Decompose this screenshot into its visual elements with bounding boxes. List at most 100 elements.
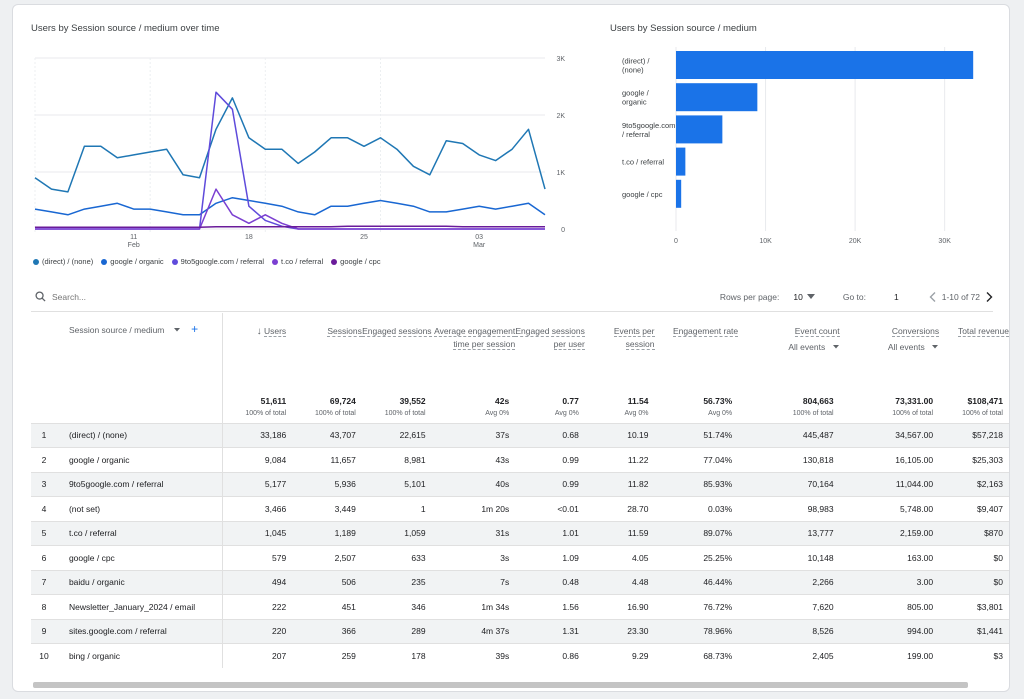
table-cell: 3,466 <box>264 503 287 514</box>
table-row[interactable]: 3 9to5google.com / referral 5,177 5,936 5,10… <box>31 472 1009 497</box>
category-label: google / cpc <box>622 190 663 199</box>
table-cell: 5,101 <box>361 472 432 497</box>
table-cell: 11,044.00 <box>839 472 940 497</box>
table-cell: 1.09 <box>562 552 579 563</box>
column-header-engagement-rate[interactable]: Engagement rate <box>655 313 739 378</box>
total-cell: 51,611 100% of total <box>222 378 292 423</box>
table-cell: 346 <box>411 601 426 612</box>
legend-item[interactable]: 9to5google.com / referral <box>171 257 264 266</box>
line-series[interactable] <box>34 196 546 216</box>
horizontal-scrollbar[interactable] <box>33 682 968 688</box>
dropdown-arrow-icon <box>832 345 839 349</box>
total-value: 73,331.00 <box>895 395 934 406</box>
search-input[interactable] <box>52 291 172 302</box>
total-subtext: 100% of total <box>315 409 356 417</box>
column-header-label: Event count <box>794 326 840 337</box>
column-header-label: Average engagement time per session <box>434 326 516 350</box>
table-cell: 76.72% <box>703 601 733 612</box>
table-cell: 1.31 <box>515 619 585 644</box>
y-tick-label: 1K <box>556 170 565 177</box>
total-subtext: Avg 0% <box>554 409 579 417</box>
total-value: 0.77 <box>562 395 579 406</box>
dimension-header[interactable]: Session source / medium + <box>56 313 223 378</box>
chevron-left-icon[interactable] <box>929 292 936 302</box>
row-rank: 7 <box>31 570 57 595</box>
table-row[interactable]: 5 t.co / referral 1,045 1,189 1,059 31s 1.01 11… <box>31 521 1009 546</box>
table-row[interactable]: 1 (direct) / (none) 33,186 43,707 22,615 37s 0… <box>31 423 1009 448</box>
report-table: Session source / medium + ↓ Users Sessio… <box>31 313 1009 668</box>
total-cell: 73,331.00 100% of total <box>840 378 940 423</box>
event-filter-select[interactable]: All events <box>788 342 839 352</box>
table-row[interactable]: 10 bing / organic 207 259 178 39s 0.86 9.29 68.7… <box>31 643 1009 668</box>
legend-item[interactable]: (direct) / (none) <box>33 257 93 266</box>
table-search[interactable] <box>35 291 172 302</box>
column-header-sessions[interactable]: Sessions <box>292 313 362 378</box>
column-header-label: Engagement rate <box>672 326 739 337</box>
line-series[interactable] <box>34 97 546 193</box>
row-rank: 5 <box>31 521 57 546</box>
row-dimension[interactable]: google / cpc <box>56 545 223 570</box>
y-tick-label: 2K <box>556 113 565 120</box>
table-row[interactable]: 8 Newsletter_January_2024 / email 222 451 34… <box>31 594 1009 619</box>
legend-item[interactable]: t.co / referral <box>272 257 323 266</box>
table-cell: 259 <box>341 651 356 661</box>
total-cell: 11.54 Avg 0% <box>585 378 655 423</box>
table-row[interactable]: 2 google / organic 9,084 11,657 8,981 43s 0.99… <box>31 447 1009 472</box>
event-filter-label: All events <box>788 342 826 352</box>
bar[interactable] <box>676 83 758 112</box>
column-header-avg-engagement-time[interactable]: Average engagement time per session <box>432 313 516 378</box>
table-row[interactable]: 7 baidu / organic 494 506 235 7s 0.48 4.48 46.44… <box>31 570 1009 595</box>
total-subtext: Avg 0% <box>485 409 510 417</box>
dropdown-arrow-icon[interactable] <box>173 327 181 333</box>
legend-label: t.co / referral <box>281 257 324 266</box>
rows-per-page-select[interactable]: 10 <box>793 292 803 302</box>
bar[interactable] <box>676 51 974 79</box>
table-row[interactable]: 6 google / cpc 579 2,507 633 3s 1.09 4.05 25.25%… <box>31 545 1009 570</box>
bar[interactable] <box>676 115 723 144</box>
column-header-event-count[interactable]: Event count All events <box>738 313 840 378</box>
conversion-filter-select[interactable]: All events <box>888 342 939 352</box>
legend-item[interactable]: google / organic <box>101 257 164 266</box>
column-header-engaged-sessions-per-user[interactable]: Engaged sessions per user <box>515 313 585 378</box>
dropdown-arrow-icon[interactable] <box>806 294 815 300</box>
column-header-total-revenue[interactable]: Total revenue <box>939 313 1009 378</box>
column-header-engaged-sessions[interactable]: Engaged sessions <box>362 313 432 378</box>
row-dimension[interactable]: Newsletter_January_2024 / email <box>56 594 223 619</box>
column-header-conversions[interactable]: Conversions All events <box>840 313 940 378</box>
line-series[interactable] <box>35 225 545 229</box>
column-header-events-per-session[interactable]: Events per session <box>585 313 655 378</box>
table-cell: 68.73% <box>703 651 733 661</box>
table-row[interactable]: 9 sites.google.com / referral 220 366 289 4m … <box>31 619 1009 644</box>
table-cell: 28.70 <box>627 503 649 514</box>
chevron-right-icon[interactable] <box>986 292 993 302</box>
add-dimension-icon[interactable]: + <box>191 322 199 336</box>
row-dimension[interactable]: 9to5google.com / referral <box>56 472 223 497</box>
column-header-users[interactable]: ↓ Users <box>222 313 292 378</box>
bar-chart-title: Users by Session source / medium <box>610 23 757 34</box>
row-dimension[interactable]: bing / organic <box>56 643 223 668</box>
row-dimension[interactable]: sites.google.com / referral <box>56 619 223 644</box>
row-dimension[interactable]: (not set) <box>56 496 223 521</box>
table-cell: 994.00 <box>839 619 940 644</box>
table-cell: 8,981 <box>404 454 426 465</box>
bar[interactable] <box>676 179 682 208</box>
table-cell: 1 <box>420 503 426 514</box>
rows-per-page-label: Rows per page: <box>719 292 780 302</box>
row-dimension[interactable]: google / organic <box>56 447 223 472</box>
row-dimension[interactable]: baidu / organic <box>56 570 223 595</box>
row-rank: 4 <box>41 503 47 514</box>
column-header-label: Events per session <box>613 326 655 350</box>
table-cell: 23.30 <box>584 619 655 644</box>
bar[interactable] <box>676 147 686 176</box>
table-row[interactable]: 4 (not set) 3,466 3,449 1 1m 20s <0.01 28.70 0.0… <box>31 496 1009 521</box>
goto-input[interactable]: 1 <box>893 292 899 302</box>
table-cell: 1.56 <box>562 601 579 612</box>
table-cell: $870 <box>939 521 1009 546</box>
row-dimension[interactable]: t.co / referral <box>56 521 223 546</box>
table-cell: 0.99 <box>515 472 585 497</box>
table-cell: $3 <box>993 651 1003 661</box>
legend-item[interactable]: google / cpc <box>331 257 381 266</box>
row-dimension[interactable]: (direct) / (none) <box>56 423 223 448</box>
total-value: 804,663 <box>802 395 834 406</box>
table-cell: 46.44% <box>654 570 739 595</box>
